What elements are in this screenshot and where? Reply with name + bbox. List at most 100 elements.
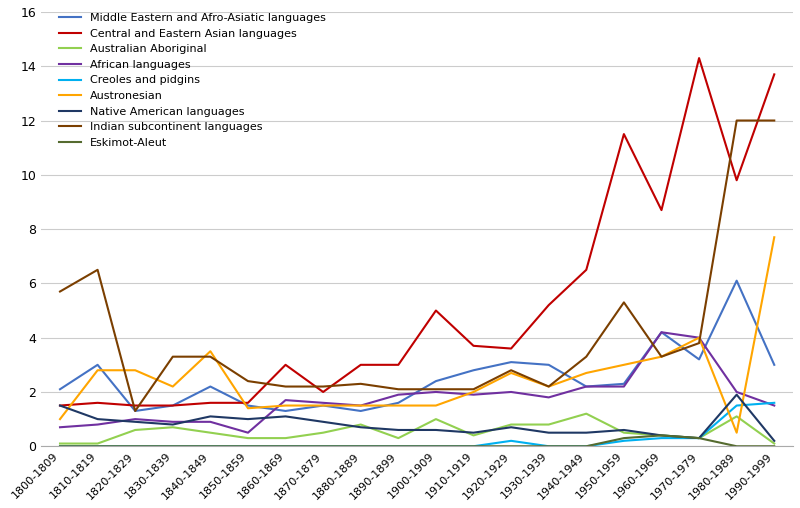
Creoles and pidgins xyxy=(394,443,403,449)
Indian subcontinent languages xyxy=(431,386,441,392)
Central and Eastern Asian languages xyxy=(544,302,554,308)
Native American languages xyxy=(657,432,666,438)
Central and Eastern Asian languages xyxy=(356,362,366,368)
Native American languages xyxy=(206,414,215,420)
Eskimot-Aleut xyxy=(206,443,215,449)
Eskimot-Aleut xyxy=(732,443,742,449)
Middle Eastern and Afro-Asiatic languages xyxy=(732,278,742,284)
Australian Aboriginal xyxy=(281,435,290,441)
Middle Eastern and Afro-Asiatic languages xyxy=(318,402,328,408)
Middle Eastern and Afro-Asiatic languages xyxy=(469,367,478,373)
Native American languages xyxy=(544,430,554,436)
Austronesian xyxy=(394,402,403,408)
Middle Eastern and Afro-Asiatic languages xyxy=(206,384,215,390)
Line: Middle Eastern and Afro-Asiatic languages: Middle Eastern and Afro-Asiatic language… xyxy=(60,281,774,411)
Creoles and pidgins xyxy=(732,402,742,408)
Eskimot-Aleut xyxy=(356,443,366,449)
Line: Australian Aboriginal: Australian Aboriginal xyxy=(60,414,774,443)
Indian subcontinent languages xyxy=(770,117,779,123)
Native American languages xyxy=(431,427,441,433)
African languages xyxy=(168,419,178,425)
Creoles and pidgins xyxy=(55,443,65,449)
Eskimot-Aleut xyxy=(394,443,403,449)
Creoles and pidgins xyxy=(582,443,591,449)
African languages xyxy=(770,402,779,408)
Middle Eastern and Afro-Asiatic languages xyxy=(130,408,140,414)
Central and Eastern Asian languages xyxy=(55,402,65,408)
Native American languages xyxy=(93,416,102,422)
Line: African languages: African languages xyxy=(60,332,774,433)
African languages xyxy=(619,384,629,390)
Creoles and pidgins xyxy=(281,443,290,449)
Middle Eastern and Afro-Asiatic languages xyxy=(168,402,178,408)
Australian Aboriginal xyxy=(206,430,215,436)
Native American languages xyxy=(506,424,516,430)
Central and Eastern Asian languages xyxy=(619,131,629,137)
Creoles and pidgins xyxy=(431,443,441,449)
Line: Indian subcontinent languages: Indian subcontinent languages xyxy=(60,120,774,411)
Middle Eastern and Afro-Asiatic languages xyxy=(582,384,591,390)
Native American languages xyxy=(582,430,591,436)
Central and Eastern Asian languages xyxy=(318,389,328,395)
Native American languages xyxy=(770,438,779,444)
Central and Eastern Asian languages xyxy=(732,177,742,183)
Middle Eastern and Afro-Asiatic languages xyxy=(431,378,441,384)
Eskimot-Aleut xyxy=(318,443,328,449)
Eskimot-Aleut xyxy=(544,443,554,449)
Central and Eastern Asian languages xyxy=(469,343,478,349)
African languages xyxy=(206,419,215,425)
Middle Eastern and Afro-Asiatic languages xyxy=(694,356,704,362)
Australian Aboriginal xyxy=(243,435,253,441)
Austronesian xyxy=(243,405,253,411)
Australian Aboriginal xyxy=(657,432,666,438)
Eskimot-Aleut xyxy=(281,443,290,449)
Indian subcontinent languages xyxy=(281,384,290,390)
Middle Eastern and Afro-Asiatic languages xyxy=(619,381,629,387)
Middle Eastern and Afro-Asiatic languages xyxy=(93,362,102,368)
Australian Aboriginal xyxy=(318,430,328,436)
Australian Aboriginal xyxy=(770,440,779,447)
Eskimot-Aleut xyxy=(469,443,478,449)
Central and Eastern Asian languages xyxy=(281,362,290,368)
Central and Eastern Asian languages xyxy=(243,400,253,406)
Native American languages xyxy=(168,422,178,428)
African languages xyxy=(582,384,591,390)
Native American languages xyxy=(243,416,253,422)
Central and Eastern Asian languages xyxy=(506,345,516,352)
Austronesian xyxy=(469,389,478,395)
Austronesian xyxy=(55,416,65,422)
Eskimot-Aleut xyxy=(582,443,591,449)
Native American languages xyxy=(281,414,290,420)
African languages xyxy=(469,392,478,398)
Australian Aboriginal xyxy=(93,440,102,447)
African languages xyxy=(431,389,441,395)
Austronesian xyxy=(206,348,215,354)
Austronesian xyxy=(694,335,704,341)
Indian subcontinent languages xyxy=(694,340,704,346)
African languages xyxy=(318,400,328,406)
Creoles and pidgins xyxy=(318,443,328,449)
Creoles and pidgins xyxy=(356,443,366,449)
Australian Aboriginal xyxy=(506,422,516,428)
Australian Aboriginal xyxy=(168,424,178,430)
Australian Aboriginal xyxy=(619,430,629,436)
Eskimot-Aleut xyxy=(243,443,253,449)
Central and Eastern Asian languages xyxy=(206,400,215,406)
Austronesian xyxy=(732,430,742,436)
Indian subcontinent languages xyxy=(206,354,215,360)
Central and Eastern Asian languages xyxy=(694,55,704,61)
Creoles and pidgins xyxy=(544,443,554,449)
African languages xyxy=(694,335,704,341)
Eskimot-Aleut xyxy=(168,443,178,449)
African languages xyxy=(243,430,253,436)
Native American languages xyxy=(469,430,478,436)
Austronesian xyxy=(431,402,441,408)
Central and Eastern Asian languages xyxy=(93,400,102,406)
Austronesian xyxy=(318,402,328,408)
Indian subcontinent languages xyxy=(544,384,554,390)
Austronesian xyxy=(281,402,290,408)
Australian Aboriginal xyxy=(356,422,366,428)
Australian Aboriginal xyxy=(544,422,554,428)
Eskimot-Aleut xyxy=(770,443,779,449)
Austronesian xyxy=(168,384,178,390)
